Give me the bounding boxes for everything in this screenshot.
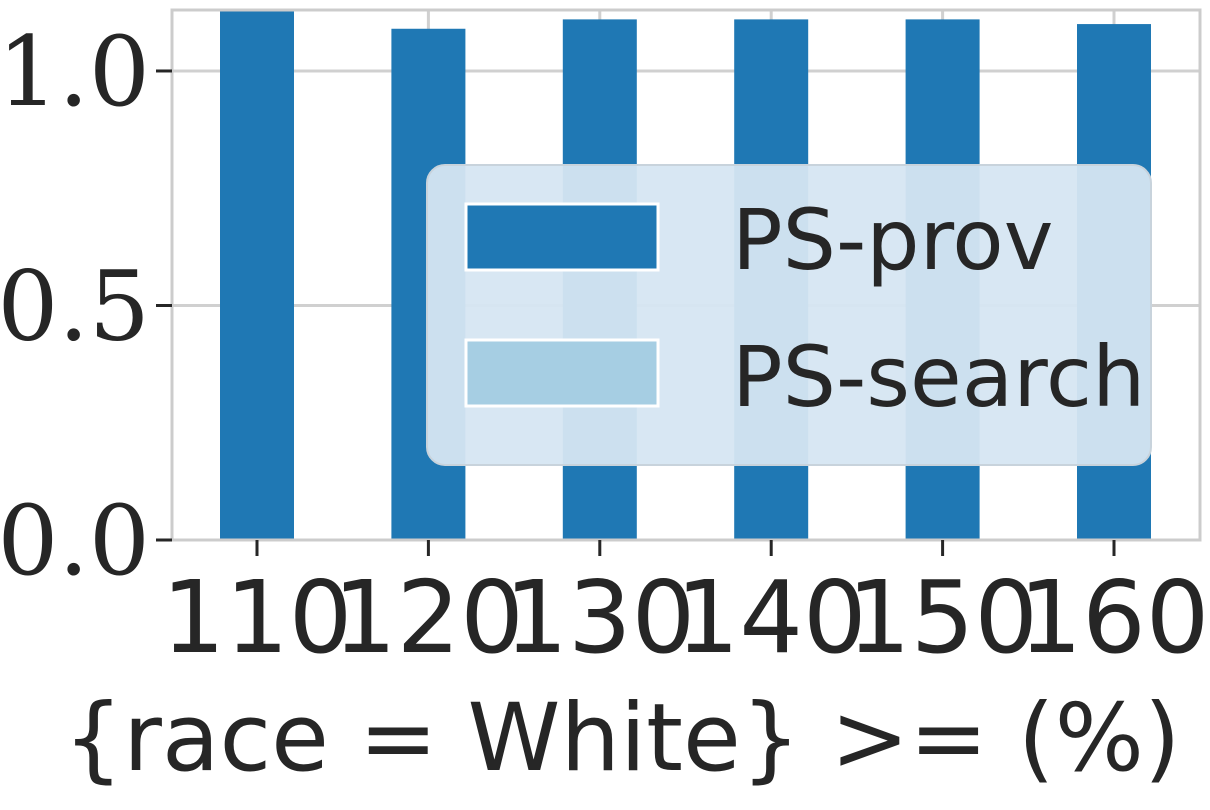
- x-tick-label: 110: [162, 559, 353, 676]
- legend: PS-prov PS-search: [426, 164, 1152, 466]
- legend-swatch-ps-prov: [464, 202, 660, 272]
- y-tick-label: 0.5: [0, 250, 150, 362]
- x-tick-label: 120: [333, 559, 524, 676]
- legend-swatch-ps-search: [464, 338, 660, 408]
- bar-ps-prov-110: [220, 10, 294, 540]
- y-tick-label: 1.0: [0, 16, 150, 128]
- x-tick-label: 130: [504, 559, 695, 676]
- plot-frame: [170, 8, 1202, 542]
- x-axis-label: {race = White} >= (%): [63, 684, 1180, 793]
- y-tick-label: 0.0: [0, 485, 150, 597]
- legend-label-ps-prov: PS-prov: [732, 191, 1053, 289]
- x-tick-label: 160: [1019, 559, 1210, 676]
- axis-ticks: [156, 69, 1116, 556]
- y-tick-labels: 0.0 0.5 1.0: [0, 16, 150, 597]
- legend-label-ps-search: PS-search: [732, 328, 1145, 426]
- x-tick-label: 140: [676, 559, 867, 676]
- x-tick-label: 150: [847, 559, 1038, 676]
